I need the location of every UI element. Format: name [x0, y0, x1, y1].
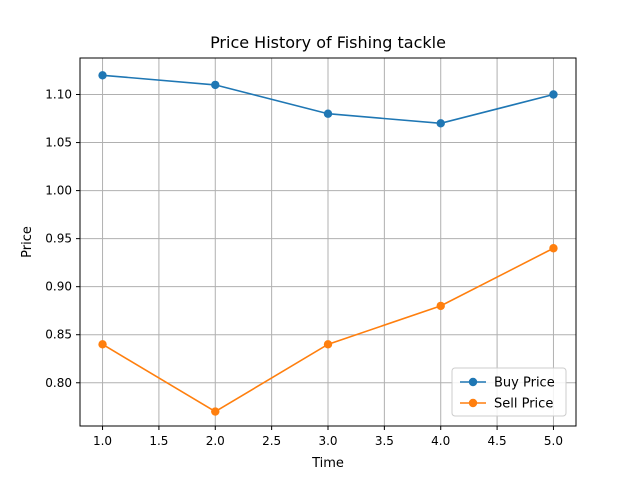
legend-marker [468, 377, 478, 387]
x-tick-label: 4.0 [431, 434, 450, 448]
x-tick-label: 2.0 [206, 434, 225, 448]
x-tick-label: 3.5 [375, 434, 394, 448]
chart-title: Price History of Fishing tackle [210, 33, 446, 52]
series-layer [98, 71, 558, 416]
data-point [98, 71, 107, 80]
series-sell-price [98, 244, 558, 416]
axis-ticks: 1.0 1.5 2.0 2.5 3.0 3.5 4.0 4.5 5.0 0.80 0.85 0.90 0… [45, 88, 563, 448]
data-point [436, 301, 445, 311]
x-tick-label: 4.5 [488, 434, 507, 448]
legend-label: Sell Price [494, 397, 553, 412]
x-tick-label: 2.5 [262, 434, 281, 448]
x-tick-label: 1.5 [149, 434, 168, 448]
y-tick-label: 1.05 [45, 136, 72, 150]
y-axis-label: Price [20, 226, 35, 258]
legend-box [451, 367, 567, 417]
y-tick-label: 1.10 [45, 88, 72, 102]
data-point [211, 80, 220, 90]
y-tick-label: 0.95 [45, 232, 72, 246]
series-buy-price [98, 71, 558, 128]
y-tick-label: 0.90 [45, 280, 72, 294]
y-tick-label: 0.85 [45, 328, 72, 342]
x-tick-label: 5.0 [544, 434, 563, 448]
legend: Buy Price Sell Price [451, 367, 567, 417]
legend-marker [468, 398, 478, 408]
y-tick-label: 1.00 [45, 184, 72, 198]
data-point [323, 340, 333, 349]
data-point [549, 90, 558, 99]
data-point [211, 407, 220, 416]
x-tick-label: 1.0 [93, 434, 112, 448]
legend-item: Buy Price [460, 376, 555, 391]
data-point [98, 340, 107, 349]
data-point [436, 119, 445, 128]
x-tick-label: 3.0 [318, 434, 337, 448]
legend-item: Sell Price [460, 397, 553, 412]
y-tick-label: 0.80 [45, 376, 72, 390]
x-axis-label: Time [311, 456, 344, 471]
data-point [323, 109, 333, 118]
legend-label: Buy Price [494, 376, 555, 391]
data-point [549, 244, 558, 253]
